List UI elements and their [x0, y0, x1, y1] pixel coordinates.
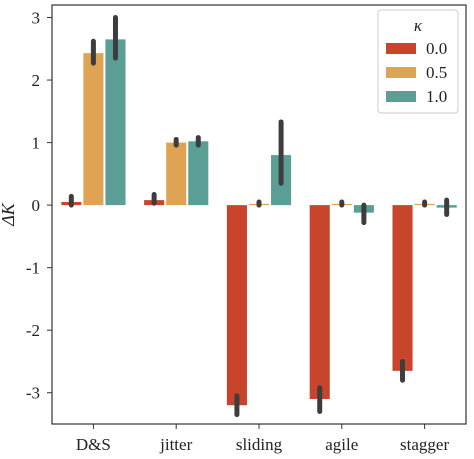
y-tick-label: -2: [26, 321, 40, 340]
legend-title: κ: [414, 16, 423, 35]
x-tick-label: sliding: [236, 435, 283, 454]
legend: κ 0.0 0.5 1.0: [377, 9, 459, 114]
y-tick-label: -1: [26, 259, 40, 278]
legend-label-0_5: 0.5: [426, 63, 447, 82]
bar-0_0-2: [226, 205, 247, 406]
error-bars-layer: [68, 15, 450, 418]
y-tick-label: 3: [32, 9, 41, 28]
bar-0_0-3: [309, 205, 330, 399]
legend-swatch-0_0: [386, 43, 416, 54]
bar-0_0-4: [392, 205, 413, 371]
y-axis-label: ΔK: [0, 202, 18, 227]
y-ticks: -3 -2 -1 0 1 2 3: [26, 9, 52, 403]
legend-box: [377, 9, 459, 114]
legend-label-1_0: 1.0: [426, 87, 447, 106]
x-tick-label: jitter: [159, 435, 192, 454]
x-tick-label: stagger: [400, 435, 449, 454]
x-ticks: D&S jitter sliding agile stagger: [76, 424, 449, 454]
y-tick-label: 0: [32, 196, 41, 215]
bar-0_5-1: [166, 142, 187, 206]
x-tick-label: D&S: [76, 435, 111, 454]
legend-swatch-1_0: [386, 91, 416, 102]
bar-0_5-0: [83, 53, 104, 206]
x-tick-label: agile: [325, 435, 358, 454]
y-tick-label: -3: [26, 384, 40, 403]
bars-layer: [61, 39, 457, 406]
legend-swatch-0_5: [386, 67, 416, 78]
bar-1_0-1: [188, 141, 209, 206]
legend-label-0_0: 0.0: [426, 39, 447, 58]
y-tick-label: 1: [32, 134, 41, 153]
y-tick-label: 2: [32, 71, 41, 90]
bar-1_0-0: [105, 39, 126, 206]
